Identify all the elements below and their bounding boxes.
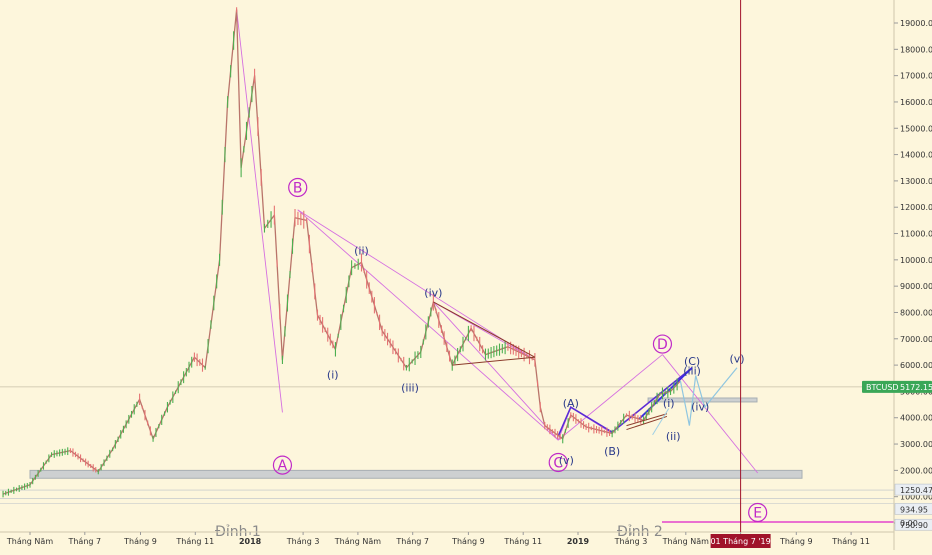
wave-label-minor: (iv) <box>691 401 709 414</box>
time-tick-label: Tháng 7 <box>67 537 101 546</box>
cursor-date-label: 01 Tháng 7 '19 <box>710 537 770 546</box>
price-tick-label: 4000.00 <box>900 414 932 423</box>
level-label: 1250.47 <box>900 486 932 495</box>
wave-line <box>557 354 663 441</box>
level-label: 0.00 <box>900 519 918 528</box>
time-tick-label: Tháng Năm <box>334 537 381 546</box>
wave-label-circle <box>548 452 568 473</box>
wave-label-circle <box>288 177 308 198</box>
time-tick-label: Tháng 9 <box>123 537 157 546</box>
wave-label-minor: (iii) <box>683 364 701 377</box>
wave-label-minor: (v) <box>729 352 744 365</box>
wave-line <box>433 301 559 441</box>
wave-label-major: B <box>293 180 303 196</box>
price-tick-label: 8000.00 <box>900 308 932 317</box>
projection-leg <box>652 408 670 436</box>
time-tick-label: Tháng Năm <box>662 537 709 546</box>
triangle-pattern <box>433 301 668 431</box>
wave-label-major: E <box>753 505 762 521</box>
wave-label-minor: (ii) <box>666 430 681 443</box>
wave-label-major: D <box>657 337 668 353</box>
wave-label-major: C <box>553 455 563 471</box>
wave-label-major: A <box>278 458 288 474</box>
abc-wave <box>557 367 693 437</box>
wave-line <box>662 354 759 474</box>
wedge-upper <box>626 413 668 427</box>
time-tick-label: Tháng 7 <box>395 537 429 546</box>
wave-label-minor: (iii) <box>401 381 419 394</box>
level-label: 934.95 <box>900 505 928 514</box>
wave-label-minor: (C) <box>684 355 700 368</box>
level-box <box>894 503 932 515</box>
time-tick-label: Tháng Năm <box>6 537 53 546</box>
price-tick-label: 17000.00 <box>900 72 932 81</box>
price-tick-label: 7000.00 <box>900 335 932 344</box>
level-label: 750.90 <box>900 521 928 530</box>
time-tick-label: 2019 <box>567 537 590 546</box>
wave-label-circle <box>748 502 768 523</box>
wave-label-circle <box>272 455 293 475</box>
wave-labels: ABCDE(ii)(i)(iii)(iv)(A)(v)(B)(C)(iii)(i… <box>215 177 768 540</box>
time-cursor: 01 Tháng 7 '19 <box>710 0 771 548</box>
wave-label-minor: (i) <box>663 397 675 410</box>
price-tick-label: 3000.00 <box>900 440 932 449</box>
wave-line <box>236 9 283 413</box>
last-price-label: 5172.15 <box>900 383 932 392</box>
price-axis[interactable]: 19000.00 18000.00 17000.00 16000.00 15000.00… <box>862 0 932 550</box>
price-tick-label: 19000.00 <box>900 19 932 28</box>
price-tick-label: 16000.00 <box>900 98 932 107</box>
wave-label-minor: (i) <box>327 368 339 381</box>
price-tick-label: 13000.00 <box>900 177 932 186</box>
price-tick-label: 12000.00 <box>900 203 932 212</box>
price-tick-label: 6000.00 <box>900 361 932 370</box>
price-tick-label: 2000.00 <box>900 466 932 475</box>
time-tick-label: Tháng 11 <box>831 537 870 546</box>
projection-path <box>679 367 738 426</box>
time-tick-label: Tháng 11 <box>503 537 542 546</box>
price-tick-label: 9000.00 <box>900 282 932 291</box>
level-box <box>894 483 932 496</box>
wave-label-minor: (A) <box>563 397 579 410</box>
wave-label-minor: (ii) <box>354 245 369 258</box>
time-tick-label: Tháng 11 <box>175 537 214 546</box>
wave-label-minor: (v) <box>559 454 574 467</box>
last-price-tag <box>862 380 932 393</box>
time-tick-label: Tháng 3 <box>614 537 648 546</box>
price-tick-label: 15000.00 <box>900 124 932 133</box>
price-tick-label: 10000.00 <box>900 256 932 265</box>
wave-projection <box>652 367 738 436</box>
wave-line <box>297 209 536 361</box>
wave-label-minor: (iv) <box>424 287 442 300</box>
wave-label-minor: (B) <box>604 445 620 458</box>
wave-channels <box>236 9 759 474</box>
triangle-upper <box>433 301 536 358</box>
time-tick-label: Tháng 3 <box>286 537 320 546</box>
wedge-lower <box>626 415 668 431</box>
time-tick-label: Tháng 9 <box>451 537 485 546</box>
support-zone <box>29 469 803 479</box>
price-tick-label: 11000.00 <box>900 230 932 239</box>
level-box <box>894 518 932 531</box>
symbol-label: BTCUSD <box>866 383 899 392</box>
time-tick-label: Tháng 9 <box>779 537 813 546</box>
price-tick-label: 14000.00 <box>900 151 932 160</box>
price-tick-label: 18000.00 <box>900 45 932 54</box>
cursor-date-box <box>710 534 771 548</box>
wave-label-circle <box>652 334 673 354</box>
price-tick-label: 1000.00 <box>900 493 932 502</box>
time-tick-label: 2018 <box>239 537 262 546</box>
triangle-lower <box>452 356 535 366</box>
